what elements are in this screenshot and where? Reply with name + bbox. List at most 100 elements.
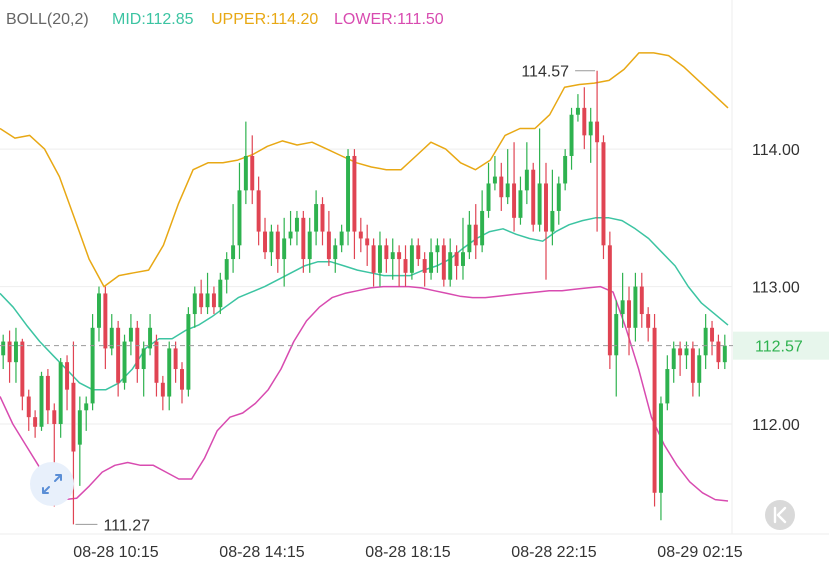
- candle-body: [314, 204, 319, 232]
- candle-body: [658, 403, 663, 493]
- candle: [186, 307, 191, 397]
- candle: [307, 217, 312, 273]
- candle: [282, 217, 287, 287]
- candle-body: [58, 362, 63, 425]
- candle: [416, 238, 421, 266]
- candle: [582, 87, 587, 150]
- candle: [103, 286, 108, 370]
- candle: [90, 314, 95, 411]
- candle-body: [524, 169, 529, 191]
- candle-body: [358, 231, 363, 239]
- candle-body: [575, 107, 580, 115]
- candle: [288, 210, 293, 246]
- candle-body: [499, 176, 504, 198]
- candle-body: [505, 183, 510, 198]
- candle-body: [441, 245, 446, 280]
- candle: [141, 341, 146, 397]
- candle-body: [620, 300, 625, 315]
- candle-body: [282, 238, 287, 260]
- candle: [237, 162, 242, 260]
- candle: [1, 334, 6, 370]
- candle: [97, 286, 101, 342]
- candle-body: [186, 314, 191, 390]
- expand-arrows-icon[interactable]: [30, 462, 74, 506]
- candle: [263, 217, 267, 260]
- candle: [173, 341, 178, 383]
- candle: [390, 238, 395, 280]
- candle: [429, 238, 434, 280]
- candle-body: [537, 183, 542, 225]
- candle: [614, 300, 619, 397]
- candle-body: [684, 348, 689, 356]
- candle-body: [90, 327, 95, 404]
- candle: [224, 252, 229, 294]
- candle-body: [697, 355, 702, 383]
- candle: [13, 327, 18, 383]
- candle: [358, 217, 363, 253]
- candle-body: [180, 369, 184, 390]
- candle-body: [646, 314, 651, 328]
- candle: [690, 341, 695, 397]
- candle: [531, 162, 536, 232]
- candle-body: [122, 341, 127, 383]
- back-to-start-icon[interactable]: [765, 500, 795, 530]
- candle-body: [211, 293, 216, 308]
- candle-body: [33, 417, 38, 427]
- candle: [607, 231, 612, 370]
- candle-body: [690, 348, 695, 383]
- candle-body: [224, 259, 229, 280]
- candle: [627, 286, 631, 356]
- x-tick-label: 08-28 22:15: [511, 544, 597, 561]
- candle-body: [84, 403, 89, 411]
- candle: [505, 149, 510, 205]
- candle-body: [269, 231, 274, 253]
- candle-body: [665, 369, 670, 404]
- candle: [633, 272, 638, 342]
- candle: [160, 375, 165, 411]
- candle-body: [448, 252, 453, 280]
- candle: [512, 142, 517, 232]
- candle: [218, 272, 223, 315]
- x-tick-label: 08-29 02:15: [657, 544, 743, 561]
- candle-body: [294, 217, 299, 232]
- candle: [365, 224, 370, 266]
- candle-body: [7, 341, 12, 363]
- candle: [314, 190, 319, 246]
- y-tick-label: 113.00: [752, 280, 800, 297]
- candle-body: [141, 348, 146, 370]
- mid-band-line: [0, 217, 729, 391]
- candle: [231, 204, 236, 273]
- candle-body: [135, 327, 140, 370]
- candle: [352, 149, 357, 260]
- candle: [575, 94, 580, 122]
- candle-body: [333, 245, 338, 260]
- candle-body: [390, 252, 395, 260]
- candle-body: [467, 224, 472, 253]
- candle-body: [45, 375, 50, 411]
- candle-body: [39, 375, 44, 427]
- price-overlays: 112.57 114.57 111.27: [0, 64, 829, 534]
- candle: [205, 272, 210, 315]
- candle-body: [371, 245, 376, 273]
- candle: [339, 224, 344, 253]
- candle-body: [435, 245, 440, 253]
- candle-body: [275, 231, 280, 260]
- candle: [256, 176, 261, 246]
- upper-band: [0, 52, 729, 288]
- legend-mid: MID:112.85: [112, 11, 194, 28]
- candle-body: [601, 142, 606, 246]
- candle-body: [480, 210, 485, 246]
- candle: [703, 314, 708, 370]
- candle-body: [320, 204, 325, 232]
- candle-body: [205, 293, 210, 308]
- candle: [333, 238, 338, 273]
- candle-body: [492, 176, 497, 184]
- candle: [77, 396, 82, 486]
- candle-body: [461, 252, 465, 266]
- candle-body: [409, 245, 414, 273]
- candle-body: [512, 183, 517, 218]
- candle: [33, 410, 38, 438]
